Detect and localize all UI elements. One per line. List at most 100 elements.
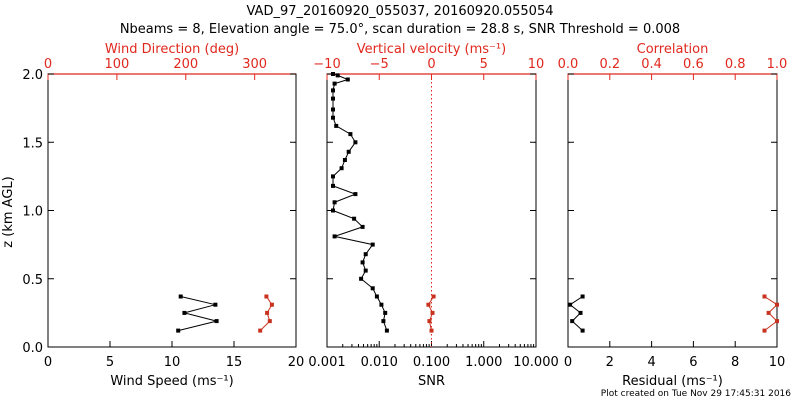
snr-bottom-series-point [352,216,357,221]
snr-bottom-series-point [360,224,365,229]
snr-bottom-series-point [381,319,386,324]
snr-top-tick-label: 10 [528,57,545,72]
residual-top-series-point [775,302,779,307]
wind-bottom-series-point [176,328,181,333]
y-tick-label: 1.0 [22,205,43,220]
figure-title: VAD_97_20160920_055037, 20160920.055054 [247,4,554,19]
residual-top-tick-label: 0.0 [558,57,579,72]
snr-bottom-axis-title: SNR [418,374,445,389]
snr-bottom-series-point [345,77,350,82]
residual-top-series-line [764,296,778,331]
residual-top-tick-label: 0.2 [599,57,620,72]
snr-top-series-point [429,328,434,333]
wind-top-series-point [258,328,263,333]
snr-bottom-series-point [363,268,368,273]
plot-created-note: Plot created on Tue Nov 29 17:45:31 2016 [601,389,791,399]
snr-bottom-series-point [331,96,335,101]
snr-bottom-series-point [331,115,335,120]
snr-bottom-series-point [342,158,347,162]
residual-bottom-tick-label: 4 [647,355,655,370]
residual-top-series-point [762,294,767,299]
residual-top-tick-label: 0.8 [725,57,746,72]
residual-plot-frame [567,73,778,348]
snr-bottom-series-point [384,328,389,333]
snr-bottom-series-point [331,107,335,112]
y-tick-label: 0.5 [22,273,43,288]
snr-bottom-series-point [363,252,368,257]
wind-bottom-axis-title: Wind Speed (ms⁻¹) [110,374,233,389]
snr-bottom-series-point [379,302,384,307]
y-axis-title: z (km AGL) [1,176,16,247]
snr-bottom-series-point [331,174,335,179]
residual-bottom-series-point [580,328,585,333]
residual-top-series-point [762,328,767,333]
snr-top-axis-title: Vertical velocity (ms⁻¹) [357,42,506,57]
snr-bottom-series-point [346,149,351,154]
residual-bottom-tick-label: 2 [606,355,614,370]
y-tick-label: 0.0 [22,341,43,356]
residual-top-tick-label: 1.0 [767,57,788,72]
snr-bottom-series-point [335,73,340,78]
residual-top-tick-label: 0.6 [683,57,704,72]
wind-top-tick-label: 0 [44,57,52,72]
snr-bottom-tick-label: 0.010 [361,355,398,370]
snr-bottom-tick-label: 0.100 [413,355,450,370]
residual-top-series-point [775,319,779,324]
residual-panel: 0 2 4 6 8 10 Residual (ms⁻¹) 0.0 0.2 0.4 0.6 0.8 1.0… [558,42,788,389]
snr-bottom-series-point [374,294,379,299]
wind-top-series-point [267,319,272,324]
snr-bottom-series-point [331,183,335,188]
wind-top-series-point [264,294,269,299]
residual-top-tick-label: 0.4 [641,57,662,72]
wind-bottom-tick-label: 15 [226,355,243,370]
snr-bottom-tick-label: 0.001 [308,355,345,370]
figure-subtitle: Nbeams = 8, Elevation angle = 75.0°, sca… [120,22,680,37]
residual-bottom-axis-title: Residual (ms⁻¹) [622,374,723,389]
snr-bottom-series-point [334,123,339,128]
snr-top-series-point [431,294,436,299]
residual-top-axis-title: Correlation [637,42,709,57]
residual-top-series-point [766,310,771,315]
snr-panel: 0.001 0.010 0.100 1.000 10.000 SNR −10 −5 0 5 10 Ve… [308,42,558,389]
residual-bottom-series-point [570,319,575,324]
residual-bottom-series-point [568,302,573,307]
wind-top-tick-label: 100 [104,57,129,72]
wind-bottom-tick-label: 0 [44,355,52,370]
snr-bottom-series-point [360,260,365,265]
snr-top-series-point [427,319,432,324]
wind-top-tick-label: 300 [242,57,267,72]
residual-bottom-series-point [578,310,583,315]
wind-top-series-point [269,302,274,307]
residual-bottom-tick-label: 6 [689,355,697,370]
wind-panel: 0 5 10 15 20 Wind Speed (ms⁻¹) 0 100 200 300Wind … [22,42,304,389]
snr-bottom-series-point [331,72,335,76]
snr-top-tick-label: −5 [370,57,389,72]
wind-bottom-series-point [213,302,218,307]
snr-bottom-series-line [332,73,388,331]
wind-top-series-point [265,310,270,315]
snr-bottom-series-point [353,192,358,197]
wind-plot-frame [47,73,297,348]
snr-top-series-point [426,302,431,307]
wind-bottom-tick-label: 5 [106,355,114,370]
residual-bottom-tick-label: 10 [769,355,786,370]
y-tick-label: 2.0 [22,68,43,83]
wind-bottom-tick-label: 20 [288,355,305,370]
wind-bottom-series-point [214,319,219,324]
snr-bottom-series-point [359,276,364,281]
wind-bottom-tick-label: 10 [164,355,181,370]
wind-top-tick-label: 200 [173,57,198,72]
snr-bottom-series-point [339,166,344,171]
snr-bottom-tick-label: 10.000 [513,355,559,370]
snr-bottom-series-point [353,140,358,145]
snr-bottom-series-point [348,132,353,137]
y-tick-label: 1.5 [22,136,43,151]
snr-bottom-series-point [331,88,335,93]
residual-bottom-tick-label: 0 [564,355,572,370]
residual-bottom-tick-label: 8 [731,355,739,370]
snr-bottom-series-point [370,286,375,291]
snr-top-tick-label: −10 [313,57,340,72]
snr-bottom-series-point [332,81,337,86]
